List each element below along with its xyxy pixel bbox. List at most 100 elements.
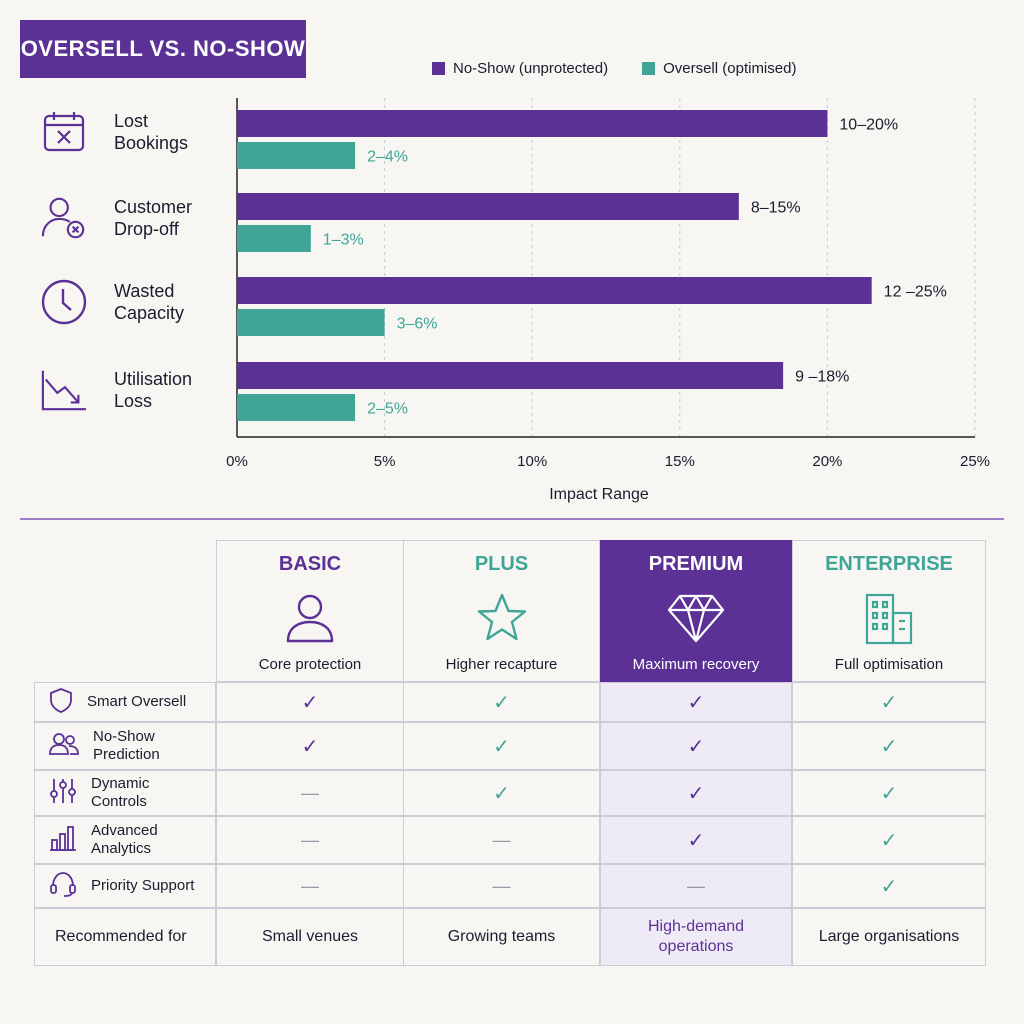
check-icon: ✓: [493, 782, 510, 805]
check-icon: ✓: [301, 691, 319, 714]
check-icon: ✓: [687, 735, 705, 758]
category-wasted-capacity: Wasted Capacity: [40, 278, 224, 326]
category-label: Wasted Capacity: [114, 280, 224, 324]
availability-cell: —: [403, 864, 600, 908]
diamond-icon: [666, 590, 726, 646]
user-x-icon: [40, 194, 88, 242]
plan-comparison-table: BASIC Core protection PLUS Higher recapt…: [34, 540, 986, 966]
data-label: 3–6%: [397, 316, 438, 333]
availability-cell: ✓: [600, 722, 792, 770]
category-line: Bookings: [114, 133, 189, 153]
bar-oversell: [237, 394, 356, 421]
availability-cell: ✓: [216, 682, 404, 722]
data-label: 1–3%: [323, 232, 364, 249]
plan-header-enterprise: ENTERPRISE Full optimisation: [792, 540, 986, 682]
availability-cell: ✓: [600, 770, 792, 816]
data-label: 10–20%: [839, 117, 898, 134]
x-tick-label: 25%: [960, 453, 990, 470]
feature-label: Dynamic: [91, 775, 150, 792]
recommended-plus: Growing teams: [403, 908, 600, 966]
availability-cell: ✓: [792, 722, 986, 770]
bar-oversell: [237, 225, 311, 252]
feature-priority-support: Priority Support: [34, 864, 216, 908]
category-line: Wasted: [114, 281, 175, 301]
availability-cell: —: [216, 816, 404, 864]
availability-cell: ✓: [792, 864, 986, 908]
check-icon: ✓: [493, 691, 510, 714]
clock-icon: [40, 278, 88, 326]
feature-label: Controls: [91, 793, 147, 810]
check-icon: ✓: [880, 782, 898, 805]
data-label: 12 –25%: [884, 284, 947, 301]
x-tick-label: 20%: [812, 453, 842, 470]
check-icon: ✓: [880, 875, 898, 898]
dash-icon: —: [492, 875, 511, 896]
building-icon: [863, 590, 915, 646]
availability-cell: —: [600, 864, 792, 908]
category-utilisation-loss: Utilisation Loss: [40, 366, 224, 414]
plan-header-premium: PREMIUM Maximum recovery: [600, 540, 792, 682]
feature-dynamic-controls: Dynamic Controls: [34, 770, 216, 816]
check-icon: ✓: [880, 829, 898, 852]
category-line: Customer: [114, 197, 193, 217]
x-tick-label: 15%: [665, 453, 695, 470]
feature-advanced-analytics: Advanced Analytics: [34, 816, 216, 864]
chart-legend: No-Show (unprotected) Oversell (optimise…: [432, 60, 796, 77]
bar-chart-icon: [49, 824, 77, 856]
plan-subtitle: Maximum recovery: [632, 656, 760, 673]
feature-label: No-Show: [93, 728, 155, 745]
availability-cell: —: [403, 816, 600, 864]
plan-name: ENTERPRISE: [825, 553, 953, 575]
availability-cell: ✓: [403, 682, 600, 722]
page-title: OVERSELL VS. NO-SHOW: [20, 20, 306, 78]
recommended-label: Recommended for: [55, 928, 187, 945]
plan-subtitle: Higher recapture: [445, 656, 558, 673]
feature-no-show-prediction: No-Show Prediction: [34, 722, 216, 770]
legend-label-oversell: Oversell (optimised): [663, 60, 797, 77]
check-icon: ✓: [687, 782, 705, 805]
recommended-basic: Small venues: [216, 908, 404, 966]
availability-cell: ✓: [403, 770, 600, 816]
dash-icon: —: [492, 829, 511, 850]
feature-smart-oversell: Smart Oversell: [34, 682, 216, 722]
check-icon: ✓: [493, 735, 510, 758]
recommended-for-label: Recommended for: [34, 908, 216, 966]
x-tick-label: 10%: [517, 453, 547, 470]
category-line: Lost: [114, 111, 149, 131]
data-label: 2–4%: [367, 149, 408, 166]
trend-down-icon: [40, 366, 88, 414]
legend-item-no-show: No-Show (unprotected): [432, 60, 608, 77]
users-icon: [49, 732, 79, 760]
recommended-value: Small venues: [261, 928, 359, 945]
category-customer-drop-off: Customer Drop-off: [40, 194, 224, 242]
feature-label: Advanced: [91, 822, 158, 839]
bar-chart: 10–20% 2–4% 8–15% 1–3% 12 –25% 3–6% 9 –18% 2–5%…: [226, 98, 990, 503]
data-label: 9 –18%: [795, 369, 849, 386]
legend-item-oversell: Oversell (optimised): [642, 60, 796, 77]
availability-cell: ✓: [403, 722, 600, 770]
bar-no-show: [237, 110, 828, 137]
plan-header-basic: BASIC Core protection: [216, 540, 404, 682]
category-label: Utilisation Loss: [114, 368, 224, 412]
recommended-value: Large organisations: [818, 928, 960, 945]
dash-icon: —: [301, 782, 319, 803]
feature-label: Prediction: [93, 746, 160, 763]
plan-name: BASIC: [278, 553, 342, 575]
category-label: Lost Bookings: [114, 110, 224, 154]
x-axis-label: Impact Range: [549, 486, 649, 503]
legend-swatch-no-show: [432, 62, 445, 75]
availability-cell: —: [216, 770, 404, 816]
check-icon: ✓: [880, 735, 898, 758]
plan-subtitle: Core protection: [258, 656, 362, 673]
availability-cell: ✓: [792, 770, 986, 816]
dash-icon: —: [301, 829, 319, 850]
check-icon: ✓: [880, 691, 898, 714]
category-label: Customer Drop-off: [114, 196, 224, 240]
feature-label: Smart Oversell: [87, 693, 187, 710]
shield-icon: [49, 687, 73, 717]
feature-label: Analytics: [91, 840, 152, 857]
plan-subtitle: Full optimisation: [834, 656, 944, 673]
availability-cell: ✓: [792, 682, 986, 722]
x-tick-label: 5%: [374, 453, 396, 470]
dash-icon: —: [301, 875, 319, 896]
